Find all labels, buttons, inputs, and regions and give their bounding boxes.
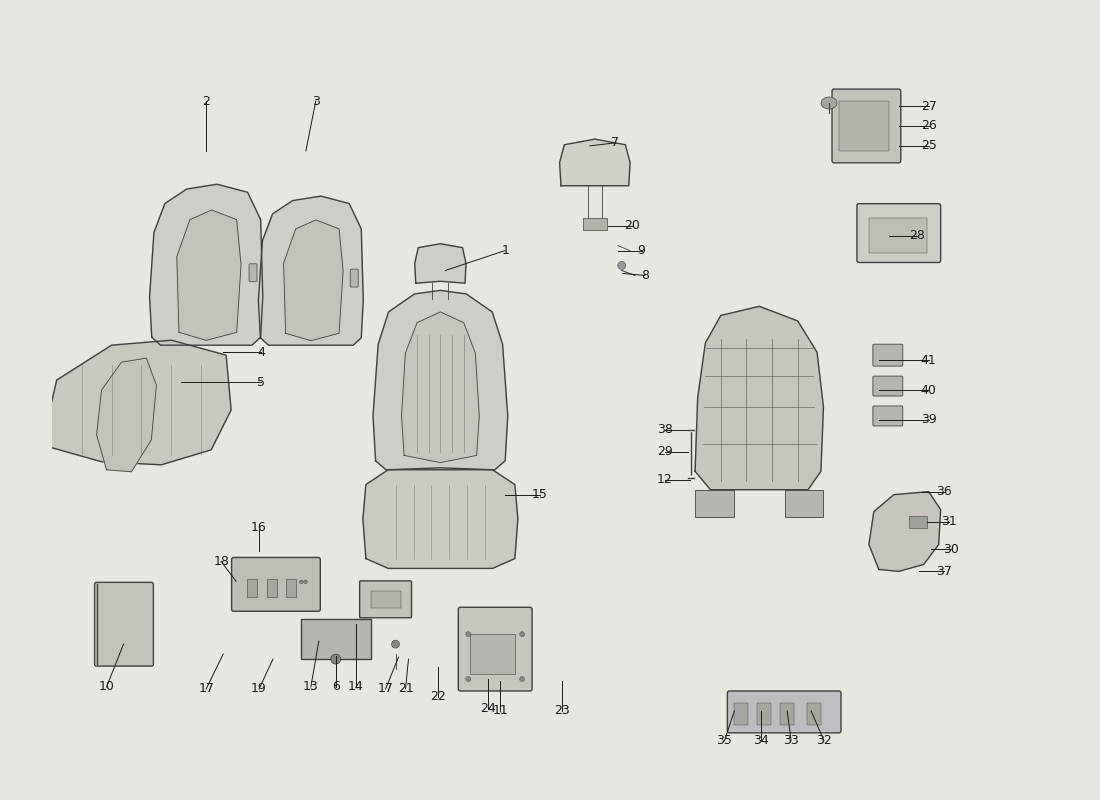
Text: 14: 14 [348,681,364,694]
Bar [735,703,748,725]
Circle shape [304,580,307,584]
Text: 6: 6 [332,681,340,694]
Bar [807,703,821,725]
Text: 25: 25 [921,139,936,152]
Circle shape [465,677,471,682]
Bar [909,515,926,527]
Bar [301,619,371,659]
Text: 37: 37 [936,565,952,578]
Text: 17: 17 [198,682,214,695]
Text: 30: 30 [943,543,958,556]
Text: 34: 34 [754,734,769,747]
Text: 32: 32 [816,734,832,747]
FancyBboxPatch shape [350,269,359,287]
Polygon shape [373,290,508,470]
FancyBboxPatch shape [95,582,153,666]
Polygon shape [415,244,466,283]
Polygon shape [42,340,231,465]
Text: 19: 19 [251,682,267,695]
Text: 20: 20 [624,219,640,232]
Polygon shape [402,312,480,462]
Polygon shape [869,492,940,571]
Circle shape [392,640,399,648]
Text: 35: 35 [716,734,733,747]
Text: 36: 36 [936,485,952,498]
FancyBboxPatch shape [727,691,842,733]
Polygon shape [363,468,518,569]
Text: 39: 39 [921,414,936,426]
Circle shape [519,677,525,682]
Polygon shape [284,220,343,341]
Circle shape [299,580,304,584]
Text: 5: 5 [257,375,265,389]
Bar [785,490,824,517]
Bar [695,490,734,517]
Text: 23: 23 [554,705,570,718]
Polygon shape [695,306,824,490]
Text: 40: 40 [921,383,936,397]
Circle shape [331,654,341,664]
Bar [266,579,277,597]
Text: 4: 4 [257,346,265,358]
Text: 9: 9 [638,244,646,257]
Text: 21: 21 [397,682,414,695]
FancyBboxPatch shape [873,344,903,366]
Circle shape [618,262,626,270]
Text: 16: 16 [251,521,267,534]
Bar [869,218,926,253]
Bar [371,590,400,608]
Text: 17: 17 [377,682,394,695]
Circle shape [519,632,525,637]
Text: 13: 13 [302,681,319,694]
FancyBboxPatch shape [249,264,257,282]
Text: 11: 11 [493,705,508,718]
Text: 8: 8 [640,269,649,282]
Text: 1: 1 [502,244,509,257]
Bar [248,579,257,597]
FancyBboxPatch shape [232,558,320,611]
Text: 10: 10 [99,681,114,694]
Text: 22: 22 [430,690,447,703]
Polygon shape [150,184,263,345]
Circle shape [465,632,471,637]
Bar [286,579,296,597]
Ellipse shape [821,97,837,109]
Polygon shape [177,210,241,340]
Text: 38: 38 [657,423,672,436]
Text: 28: 28 [909,229,925,242]
Bar [780,703,794,725]
Text: 18: 18 [213,555,229,568]
Text: 29: 29 [657,446,672,458]
Text: 7: 7 [610,136,619,150]
Text: 27: 27 [921,99,936,113]
Bar [757,703,771,725]
Polygon shape [97,358,156,472]
Text: 24: 24 [481,702,496,715]
FancyBboxPatch shape [360,581,411,618]
Text: 41: 41 [921,354,936,366]
Bar [583,218,607,230]
FancyBboxPatch shape [832,89,901,163]
FancyBboxPatch shape [873,406,903,426]
Text: 15: 15 [532,488,548,501]
Text: 33: 33 [783,734,799,747]
Text: 2: 2 [202,94,210,107]
Text: 3: 3 [312,94,320,107]
Text: 31: 31 [940,515,957,528]
Text: 12: 12 [657,474,672,486]
FancyBboxPatch shape [857,204,940,262]
Polygon shape [258,196,363,345]
Text: 26: 26 [921,119,936,133]
Polygon shape [560,139,630,186]
FancyBboxPatch shape [873,376,903,396]
FancyBboxPatch shape [459,607,532,691]
Bar [839,101,889,151]
Bar [471,634,515,674]
